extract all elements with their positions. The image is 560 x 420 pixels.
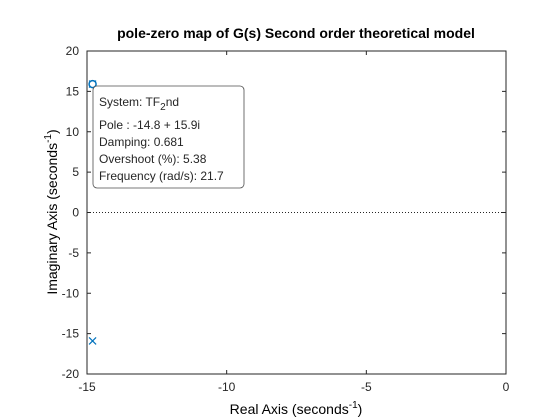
y-tick-label: 0 [72,206,79,220]
x-tick-label: -5 [361,380,372,394]
y-tick-label: -10 [62,286,80,300]
datatip-anchor-marker[interactable] [88,79,97,89]
x-axis-label: Real Axis (seconds-1) [230,400,363,417]
x-tick-label: -15 [78,380,96,394]
chart-title: pole-zero map of G(s) Second order theor… [117,25,475,41]
datatip-pole: Pole : -14.8 + 15.9i [99,118,200,132]
y-tick-label: -20 [62,367,80,381]
y-tick-label: 5 [72,165,79,179]
y-tick-label: 20 [66,44,80,58]
datatip-frequency: Frequency (rad/s): 21.7 [99,169,224,183]
y-axis-ticks: -20 -15 -10 -5 0 5 10 15 20 [62,44,506,381]
datatip[interactable]: System: TF2nd Pole : -14.8 + 15.9i Dampi… [92,85,245,189]
y-tick-label: -15 [62,327,80,341]
datatip-overshoot: Overshoot (%): 5.38 [99,152,207,166]
datatip-system: System: TF2nd [99,95,179,113]
y-axis-label: Imaginary Axis (seconds-1) [43,129,60,294]
x-tick-label: 0 [503,380,510,394]
pole-marker[interactable] [88,336,97,345]
y-tick-label: 10 [66,125,80,139]
y-tick-label: -5 [68,246,79,260]
datatip-damping: Damping: 0.681 [99,135,184,149]
plot-frame [86,50,507,375]
x-tick-label: -10 [218,380,236,394]
y-tick-label: 15 [66,84,80,98]
datatip-box [92,85,245,189]
